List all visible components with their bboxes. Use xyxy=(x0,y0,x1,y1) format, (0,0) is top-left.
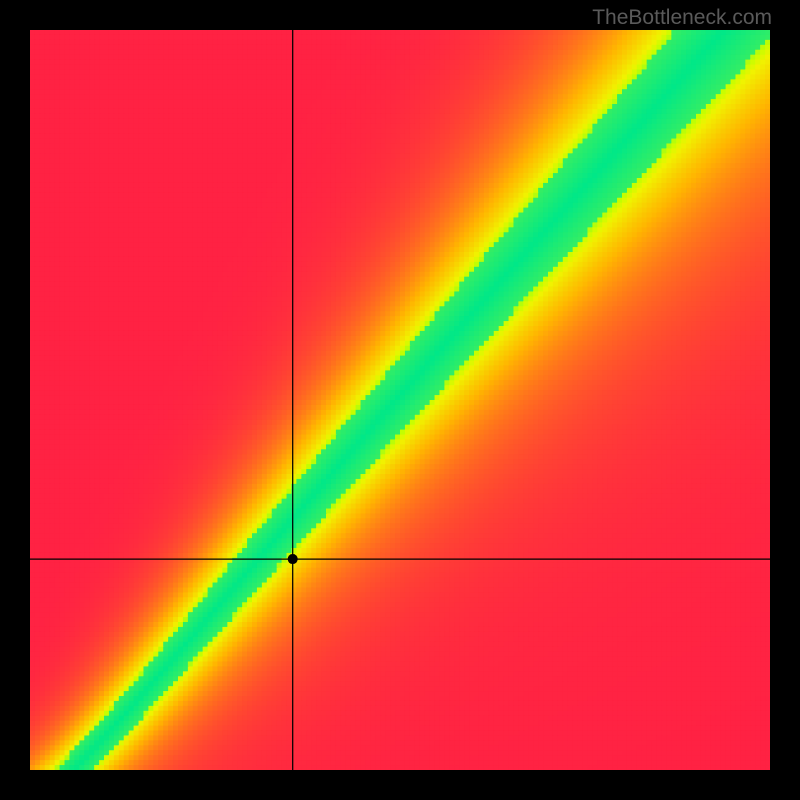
chart-frame xyxy=(30,30,770,770)
heatmap-canvas xyxy=(30,30,770,770)
watermark-text: TheBottleneck.com xyxy=(592,6,772,30)
